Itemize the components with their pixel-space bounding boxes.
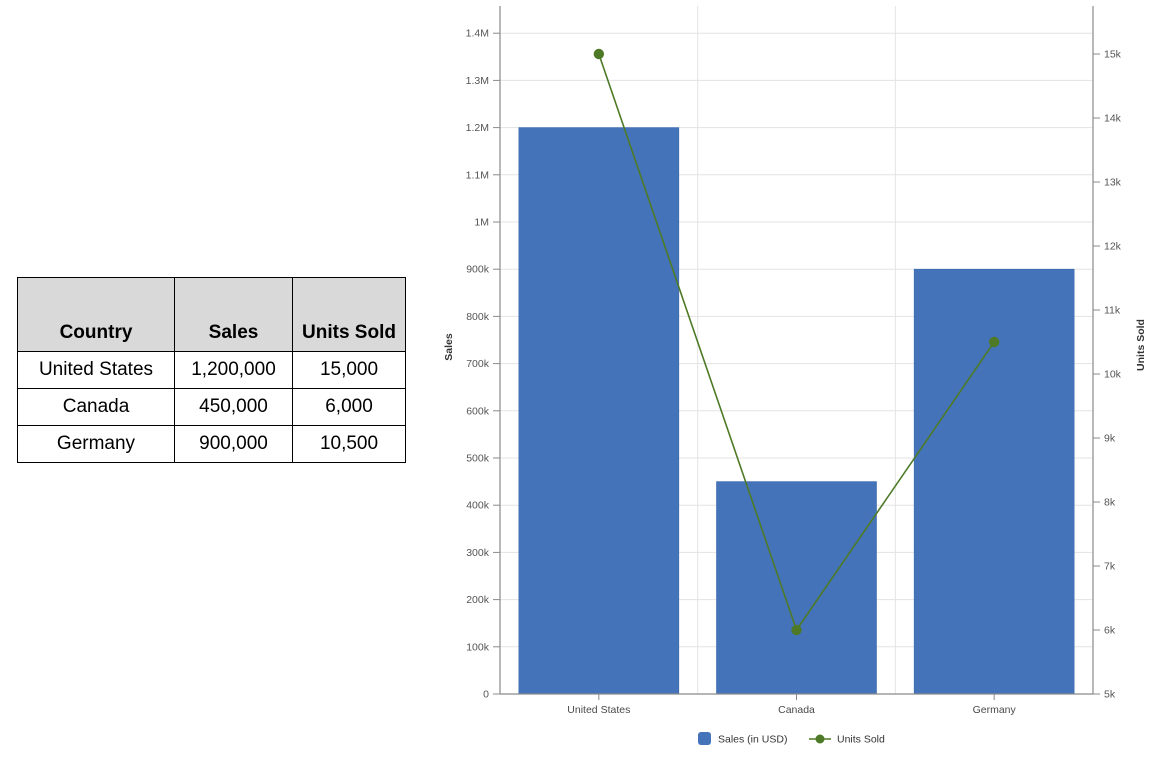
table-cell-units-sold: 10,500	[292, 425, 406, 463]
left-tick-label: 1.3M	[466, 75, 489, 87]
right-tick-label: 13k	[1104, 177, 1122, 189]
category-label-united-states: United States	[567, 704, 630, 716]
right-tick-label: 6k	[1104, 625, 1116, 637]
left-tick-label: 400k	[466, 500, 490, 512]
left-tick-label: 800k	[466, 311, 490, 323]
right-tick-label: 5k	[1104, 689, 1116, 701]
table-cell-country: Canada	[17, 388, 175, 426]
left-tick-label: 100k	[466, 641, 490, 653]
legend-label-units: Units Sold	[837, 734, 885, 746]
left-tick-label: 1.1M	[466, 169, 489, 181]
left-tick-label: 1.4M	[466, 28, 489, 40]
table-cell-sales: 900,000	[174, 425, 293, 463]
table-row-germany: Germany 900,000 10,500	[17, 425, 406, 463]
left-tick-label: 900k	[466, 264, 490, 276]
table-cell-units-sold: 6,000	[292, 388, 406, 426]
table-cell-sales: 450,000	[174, 388, 293, 426]
column-header-sales: Sales	[174, 277, 293, 352]
line-marker-canada	[791, 624, 802, 636]
table-row-united-states: United States 1,200,000 15,000	[17, 351, 406, 389]
category-label-germany: Germany	[973, 704, 1017, 716]
combo-chart: 0 100k 200k 300k 400k 500k 600k 700k 800k 900k 1M 1…	[440, 0, 1167, 765]
left-tick-label: 1M	[474, 217, 489, 229]
bar-canada	[716, 481, 877, 695]
left-tick-label: 500k	[466, 453, 490, 465]
left-tick-label: 600k	[466, 405, 490, 417]
left-tick-label: 300k	[466, 547, 490, 559]
right-tick-label: 10k	[1104, 369, 1122, 381]
left-axis-title: Sales	[443, 333, 455, 361]
right-tick-label: 14k	[1104, 113, 1122, 125]
left-tick-label: 0	[483, 689, 489, 701]
bar-united-states	[518, 127, 680, 695]
left-tick-label: 700k	[466, 358, 490, 370]
right-tick-label: 11k	[1104, 305, 1121, 317]
right-tick-label: 7k	[1104, 561, 1116, 573]
column-header-units-sold: Units Sold	[292, 277, 406, 352]
legend-label-sales: Sales (in USD)	[718, 734, 787, 746]
legend-swatch-sales	[698, 732, 711, 745]
left-tick-label: 1.2M	[466, 122, 489, 134]
right-tick-label: 12k	[1104, 241, 1122, 253]
table-cell-country: Germany	[17, 425, 175, 463]
left-tick-label: 200k	[466, 594, 490, 606]
table-row-canada: Canada 450,000 6,000	[17, 388, 406, 426]
line-marker-germany	[988, 336, 1000, 348]
column-header-country: Country	[17, 277, 175, 352]
right-tick-label: 15k	[1104, 49, 1122, 61]
combo-chart-svg: 0 100k 200k 300k 400k 500k 600k 700k 800k 900k 1M 1…	[443, 6, 1147, 746]
line-marker-united-states	[593, 48, 605, 60]
right-tick-label: 9k	[1104, 433, 1116, 445]
sales-data-table: Country Sales Units Sold United States 1,20…	[17, 277, 406, 463]
legend-marker-units	[815, 734, 825, 744]
bar-germany	[913, 268, 1075, 695]
category-label-canada: Canada	[778, 704, 815, 716]
table-cell-country: United States	[17, 351, 175, 389]
right-axis-title: Units Sold	[1135, 319, 1147, 371]
table-body: United States 1,200,000 15,000 Canada 450,00…	[17, 351, 406, 463]
table-cell-sales: 1,200,000	[174, 351, 293, 389]
table-header-row: Country Sales Units Sold	[17, 277, 406, 352]
right-tick-label: 8k	[1104, 497, 1116, 509]
table-cell-units-sold: 15,000	[292, 351, 406, 389]
